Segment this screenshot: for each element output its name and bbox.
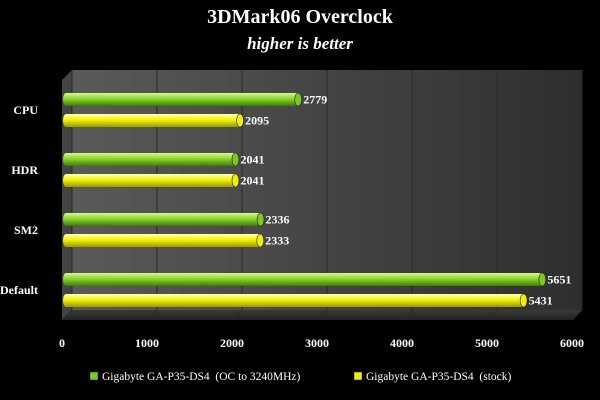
x-tick-label: 1000 xyxy=(135,336,159,350)
x-tick-label: 4000 xyxy=(390,336,414,350)
bar-start-cap xyxy=(63,273,69,286)
bar-start-cap xyxy=(63,213,69,226)
bar-start-cap xyxy=(63,174,69,187)
bar-end-cap xyxy=(256,233,265,248)
gridline-floor xyxy=(486,309,498,321)
x-tick-label: 5000 xyxy=(475,336,499,350)
gridline-floor xyxy=(61,309,73,321)
bar-end-cap xyxy=(236,113,244,128)
bar xyxy=(66,294,524,307)
data-label: 2333 xyxy=(265,234,289,248)
chart-title: 3DMark06 Overclock xyxy=(207,6,393,28)
bar-start-cap xyxy=(63,93,69,106)
x-tick-label: 0 xyxy=(59,336,65,350)
data-label: 2041 xyxy=(240,174,264,188)
gridline-floor xyxy=(401,309,413,321)
data-label: 2041 xyxy=(240,153,264,167)
bar-end-cap xyxy=(231,152,240,167)
x-tick-label: 2000 xyxy=(220,336,244,350)
y-tick-label: SM2 xyxy=(14,223,38,237)
data-label: 2095 xyxy=(245,114,269,128)
y-tick-label: Default xyxy=(0,283,38,297)
bar-end-cap xyxy=(294,92,303,107)
bar-end-cap xyxy=(256,212,265,227)
bar xyxy=(66,234,261,247)
gridline-floor xyxy=(231,309,243,321)
bar xyxy=(66,153,236,166)
bar xyxy=(66,174,236,187)
bar xyxy=(66,273,543,286)
legend-swatch xyxy=(89,371,99,381)
y-tick-label: HDR xyxy=(11,163,38,177)
x-tick-label: 6000 xyxy=(560,336,584,350)
gridline-floor xyxy=(316,309,328,321)
plot-left-wall xyxy=(62,70,72,320)
bar-start-cap xyxy=(63,114,69,127)
bar xyxy=(66,114,241,127)
bar-end-cap xyxy=(519,293,528,308)
bar-start-cap xyxy=(63,234,69,247)
data-label: 2336 xyxy=(266,213,290,227)
x-tick-label: 3000 xyxy=(305,336,329,350)
bar-end-cap xyxy=(231,173,240,188)
legend-label: Gigabyte GA-P35-DS4 (stock) xyxy=(366,371,511,383)
legend-label: Gigabyte GA-P35-DS4 (OC to 3240MHz) xyxy=(102,371,301,383)
legend-swatch xyxy=(353,371,363,381)
y-tick-label: CPU xyxy=(13,103,38,117)
bar xyxy=(66,213,261,226)
bar xyxy=(66,93,299,106)
bar-start-cap xyxy=(63,294,69,307)
data-label: 5651 xyxy=(547,273,571,287)
data-label: 5431 xyxy=(529,294,553,308)
chart-subtitle: higher is better xyxy=(247,34,353,53)
bar-end-cap xyxy=(538,272,547,287)
data-label: 2779 xyxy=(303,93,327,107)
gridline-floor xyxy=(146,309,158,321)
gridline-floor xyxy=(571,309,583,321)
bar-start-cap xyxy=(63,153,69,166)
